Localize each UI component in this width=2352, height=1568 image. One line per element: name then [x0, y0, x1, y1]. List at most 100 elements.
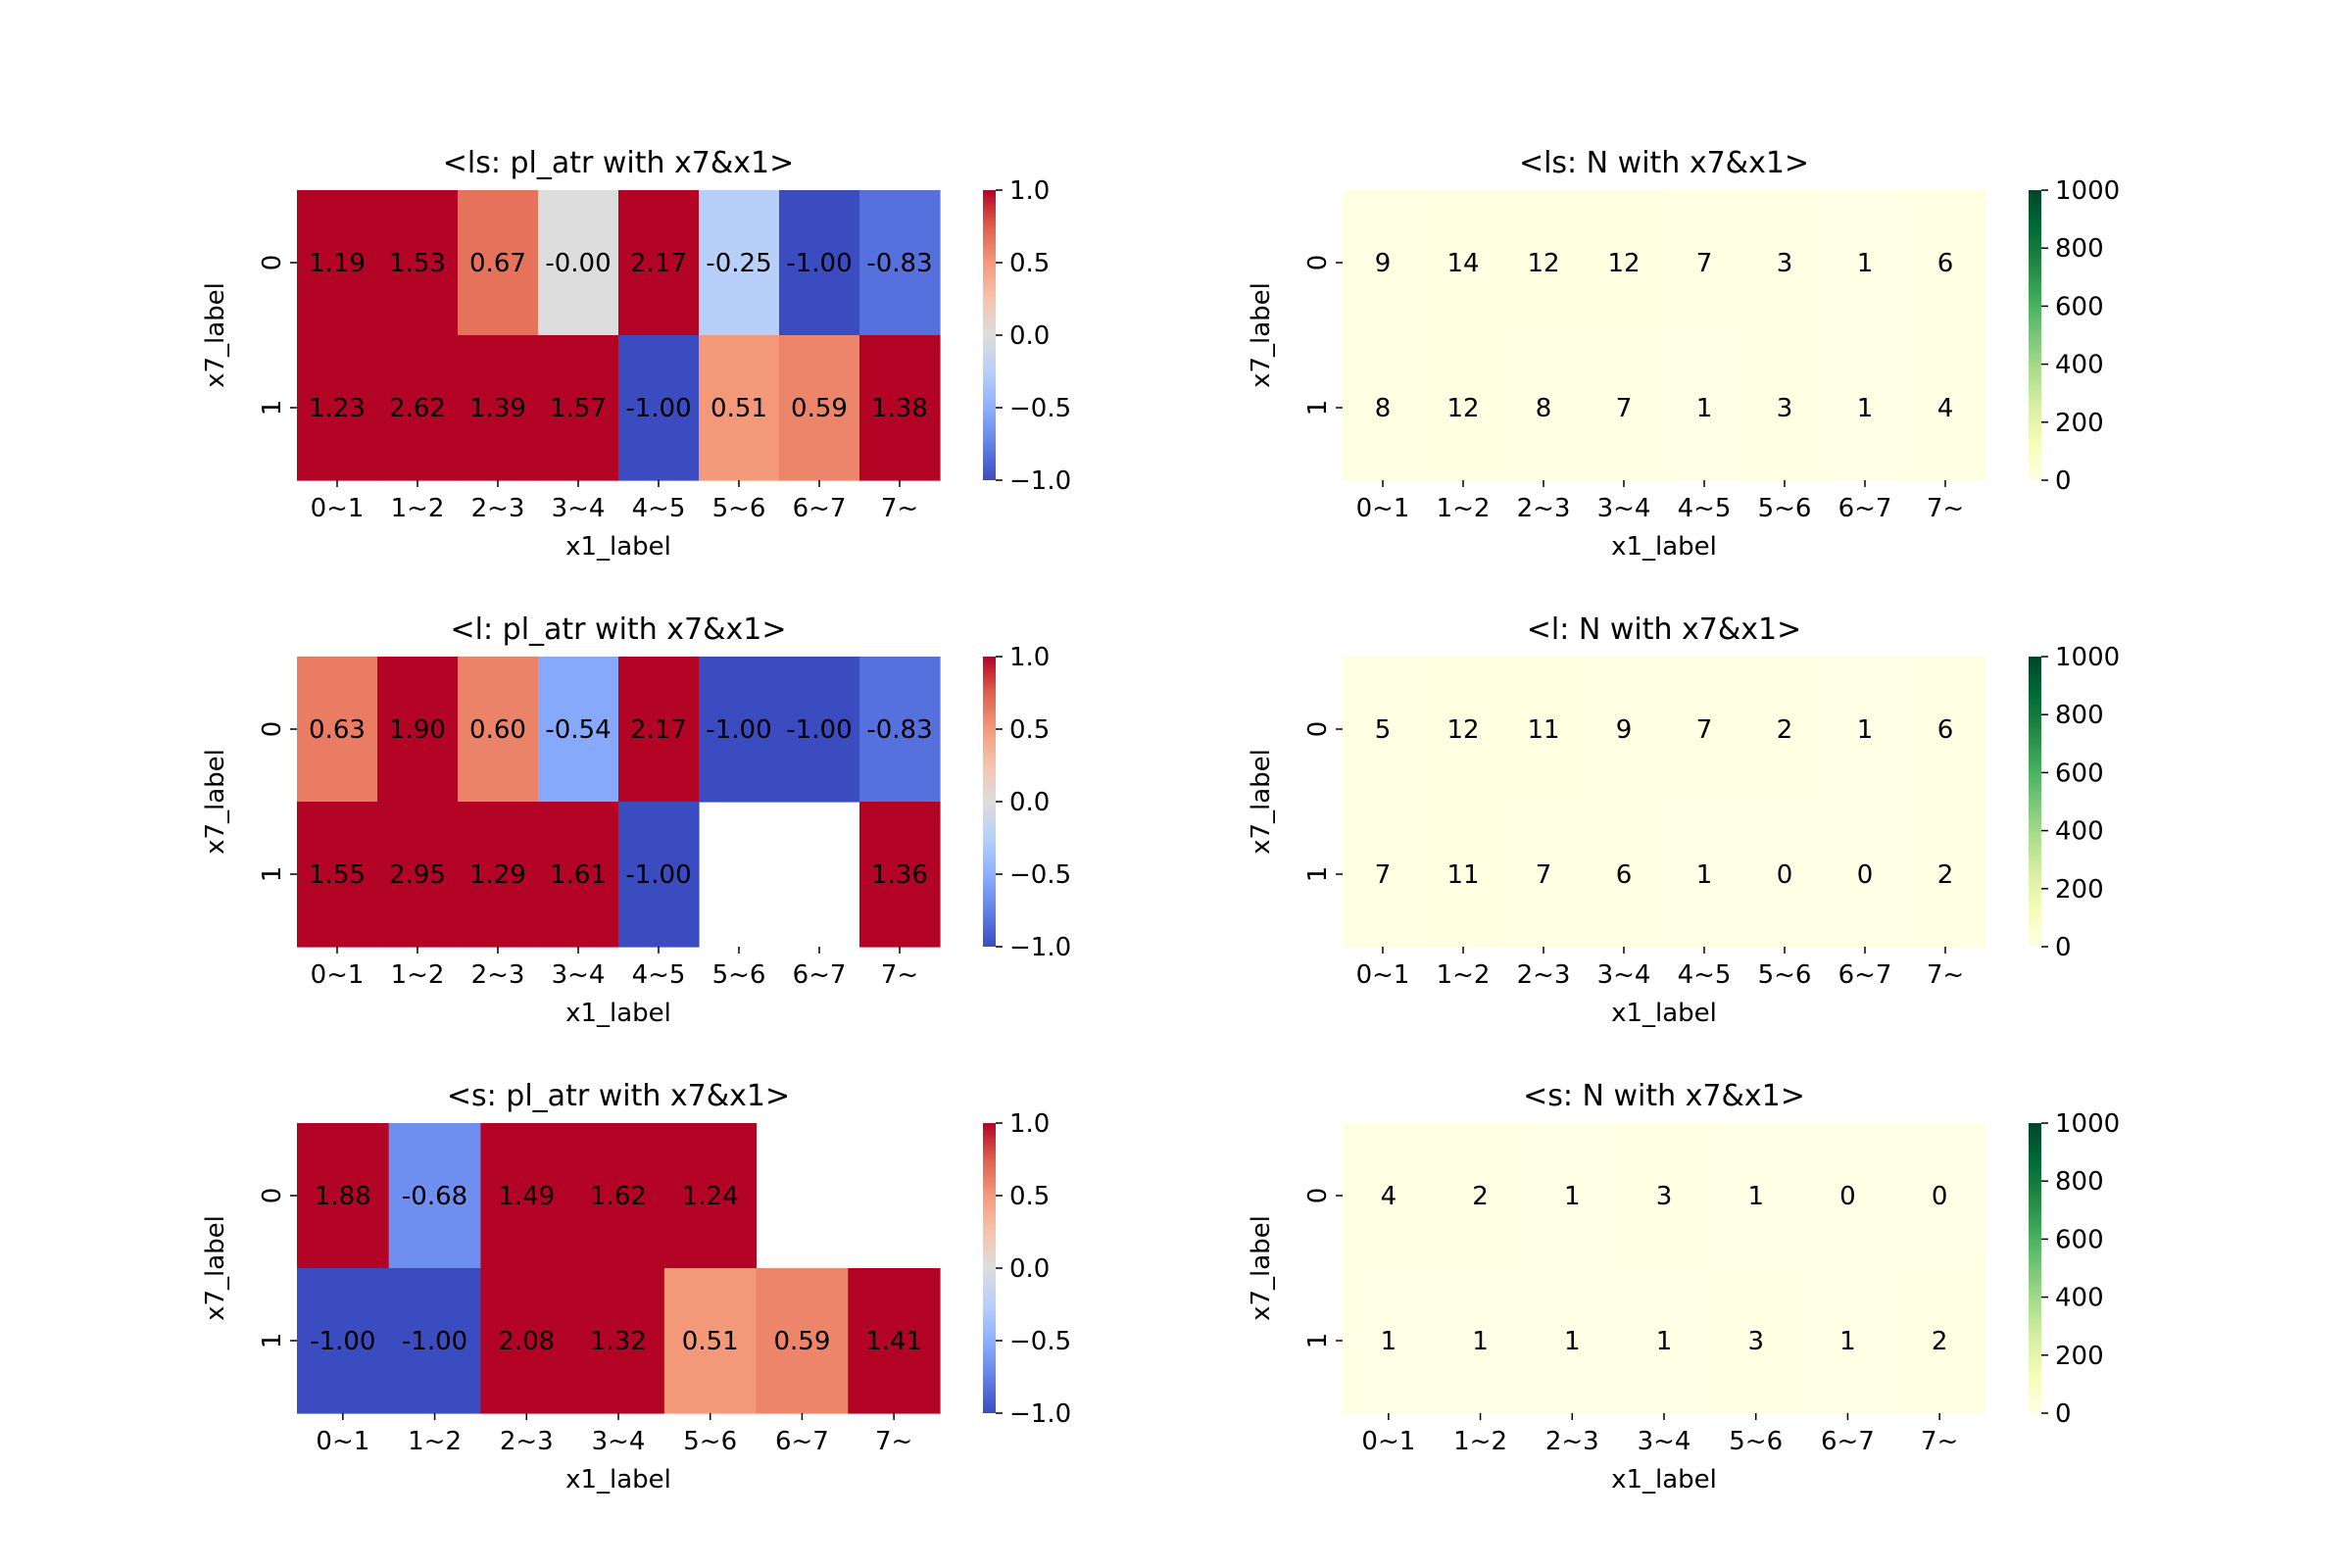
panel-title: <s: pl_atr with x7&x1>	[447, 1079, 790, 1113]
heatmap-cell	[859, 802, 941, 948]
heatmap-cell	[538, 657, 619, 803]
cell-label: 0.67	[469, 249, 526, 278]
cell-label: -1.00	[706, 715, 771, 745]
cell-label: 1	[1747, 1182, 1764, 1211]
heatmap-cell	[1343, 1268, 1436, 1414]
x-axis-label: x1_label	[1611, 999, 1717, 1028]
cell-label: 1	[1696, 394, 1713, 423]
colorbar-tick-label: −0.5	[1009, 394, 1071, 423]
y-tick-label: 1	[1303, 400, 1333, 416]
colorbar	[2029, 1123, 2041, 1413]
cell-label: 9	[1375, 249, 1392, 278]
colorbar-tick-label: 1.0	[1009, 643, 1050, 672]
x-tick-label: 0~1	[311, 494, 365, 523]
heatmap-cell	[618, 190, 700, 336]
heatmap-cell	[1503, 335, 1585, 481]
heatmap-cell	[1423, 190, 1504, 336]
heatmap-cell	[618, 802, 700, 948]
heatmap-panel: <l: pl_atr with x7&x1> 0.63 1.90 0.60 -0.54 2…	[201, 612, 1071, 1028]
heatmap-cell	[1709, 1268, 1803, 1414]
heatmap-cell	[1825, 335, 1906, 481]
cell-label: 1.49	[498, 1182, 555, 1211]
x-tick-label: 7~	[1927, 494, 1964, 523]
heatmap-cell	[756, 1268, 849, 1414]
cell-label: 3	[1777, 249, 1793, 278]
cell-label: 7	[1696, 715, 1713, 745]
heatmap-cell	[297, 657, 378, 803]
heatmap-cell	[663, 1268, 758, 1414]
heatmap-cell	[1801, 1268, 1894, 1414]
y-tick-label: 0	[258, 255, 287, 271]
panel-title: <ls: pl_atr with x7&x1>	[443, 146, 795, 180]
cell-label: -0.00	[545, 249, 611, 278]
heatmap-cell	[1744, 657, 1826, 803]
heatmap-cell	[538, 335, 619, 481]
colorbar	[2029, 657, 2041, 947]
y-tick-label: 1	[258, 866, 287, 883]
cell-label: 1.57	[550, 394, 607, 423]
cell-label: 0.63	[309, 715, 366, 745]
cell-label: 1.88	[315, 1182, 371, 1211]
y-tick-label: 0	[1303, 255, 1333, 271]
heatmap-cell	[699, 335, 780, 481]
x-tick-label: 1~2	[391, 960, 445, 990]
x-tick-label: 6~7	[1838, 494, 1892, 523]
cell-label: 1	[1656, 1327, 1673, 1356]
colorbar	[2029, 190, 2041, 480]
colorbar-tick-label: 0	[2055, 933, 2072, 962]
cell-label: 12	[1527, 249, 1559, 278]
heatmap-cell	[618, 335, 700, 481]
heatmap-cell	[297, 802, 378, 948]
cell-label: 2.08	[498, 1327, 555, 1356]
cell-label: 1	[1472, 1327, 1489, 1356]
heatmap-cell	[1893, 1123, 1986, 1269]
colorbar-tick-label: 1000	[2055, 1109, 2120, 1139]
heatmap-cell	[1584, 190, 1665, 336]
heatmap-cell	[1434, 1123, 1528, 1269]
colorbar-tick-label: 1.0	[1009, 176, 1050, 206]
heatmap-cell	[1343, 1123, 1436, 1269]
colorbar-tick-label: 200	[2055, 1342, 2104, 1371]
heatmap-cell	[1423, 657, 1504, 803]
heatmap-cell	[1801, 1123, 1894, 1269]
cell-label: 1.90	[389, 715, 446, 745]
heatmap-cell	[1905, 802, 1986, 948]
x-tick-label: 2~3	[1517, 960, 1571, 990]
x-tick-label: 2~3	[471, 494, 525, 523]
x-axis-label: x1_label	[565, 532, 671, 562]
cell-label: 1.24	[682, 1182, 739, 1211]
heatmap-cell	[1423, 335, 1504, 481]
y-tick-label: 1	[1303, 866, 1333, 883]
x-tick-label: 7~	[881, 494, 918, 523]
x-tick-label: 5~6	[683, 1427, 737, 1456]
heatmap-cell	[859, 335, 941, 481]
y-axis-label: x7_label	[201, 749, 230, 855]
heatmap-cell	[388, 1123, 482, 1269]
x-tick-label: 1~2	[1453, 1427, 1507, 1456]
heatmap-panel: <s: N with x7&x1> 4 2 1 3 1 0 0 1 1 1 1 3 1 2 0~1 1~2 2~3…	[1247, 1079, 2120, 1494]
cell-label: 6	[1616, 860, 1633, 890]
heatmap-cell	[663, 1123, 758, 1269]
heatmap-cell	[848, 1268, 941, 1414]
heatmap-cell	[779, 335, 860, 481]
x-tick-label: 1~2	[1437, 494, 1491, 523]
colorbar	[983, 1123, 996, 1413]
cell-label: 0	[1777, 860, 1793, 890]
x-tick-label: 4~5	[1678, 494, 1732, 523]
cell-label: 1.61	[550, 860, 607, 890]
cell-label: 1.55	[309, 860, 366, 890]
cell-label: -0.83	[866, 249, 932, 278]
heatmap-cell	[458, 190, 539, 336]
cell-label: 8	[1375, 394, 1392, 423]
x-tick-label: 1~2	[408, 1427, 462, 1456]
colorbar-tick-label: 0	[2055, 466, 2072, 496]
heatmap-cell	[859, 190, 941, 336]
heatmap-cell	[1709, 1123, 1803, 1269]
cell-label: 2	[1472, 1182, 1489, 1211]
cell-label: 1.32	[590, 1327, 647, 1356]
heatmap-cell	[1618, 1123, 1711, 1269]
x-tick-label: 4~5	[632, 494, 686, 523]
cell-label: 0	[1839, 1182, 1856, 1211]
colorbar-tick-label: 0.0	[1009, 1254, 1050, 1284]
